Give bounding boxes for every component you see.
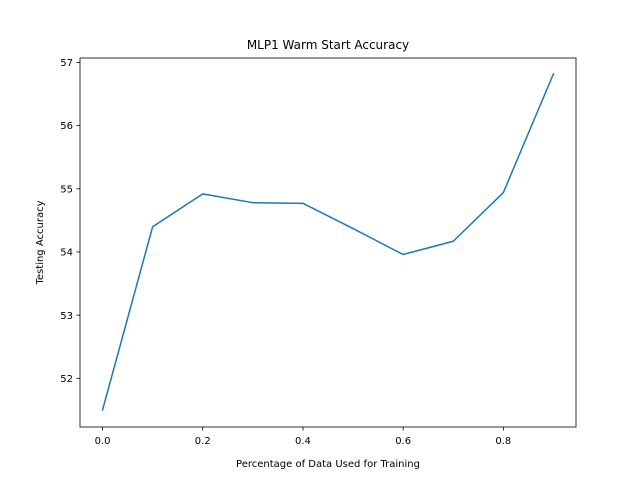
y-tick-label: 57 (60, 58, 73, 69)
x-axis: 0.0 0.2 0.4 0.6 0.8 (95, 427, 511, 447)
y-axis-label: Testing Accuracy (35, 200, 46, 285)
y-tick-label: 55 (60, 184, 73, 195)
x-tick-label: 0.2 (195, 436, 211, 447)
y-axis: 52 53 54 55 56 57 (60, 58, 80, 385)
plot-area (101, 72, 555, 411)
x-tick-label: 0.4 (295, 436, 311, 447)
series-line (101, 72, 555, 411)
axes-frame (79, 57, 577, 428)
y-tick-label: 56 (60, 121, 73, 132)
y-tick-label: 54 (60, 248, 73, 259)
x-tick-label: 0.6 (395, 436, 411, 447)
x-axis-label: Percentage of Data Used for Training (236, 459, 420, 470)
y-tick-label: 53 (60, 311, 73, 322)
y-tick-label: 52 (60, 374, 73, 385)
chart-title: MLP1 Warm Start Accuracy (247, 38, 409, 52)
x-tick-label: 0.8 (495, 436, 511, 447)
x-tick-label: 0.0 (95, 436, 111, 447)
